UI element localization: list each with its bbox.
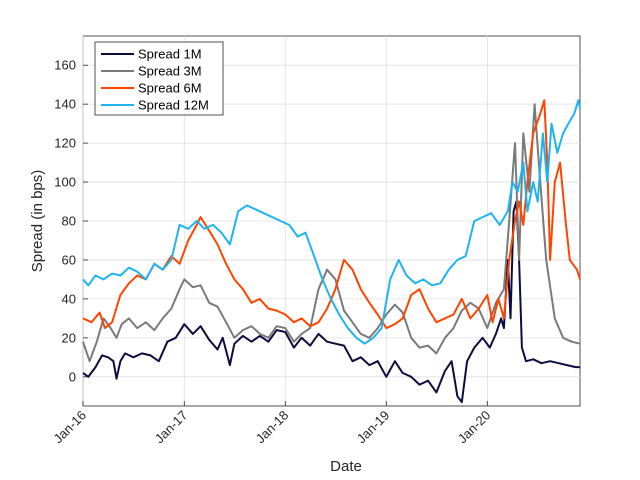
x-axis-ticks: Jan-16 Jan-17 Jan-18 Jan-19 Jan-20 — [50, 401, 493, 446]
y-tick-label: 120 — [54, 136, 76, 151]
y-axis-ticks: 0 20 40 60 80 100 120 140 160 — [54, 58, 88, 384]
x-tick-label: Jan-16 — [50, 408, 89, 447]
legend-label-spread-1m: Spread 1M — [138, 47, 202, 62]
legend: Spread 1M Spread 3M Spread 6M Spread 12M — [94, 41, 224, 116]
series-line-spread-12m — [82, 99, 581, 345]
y-axis-label: Spread (in bps) — [29, 170, 46, 273]
y-tick-label: 100 — [54, 175, 76, 190]
series-lines — [82, 99, 581, 404]
legend-label-spread-6m: Spread 6M — [138, 81, 202, 96]
x-tick-label: Jan-18 — [253, 408, 292, 447]
legend-label-spread-12m: Spread 12M — [138, 98, 209, 113]
series-line-spread-1m — [82, 200, 580, 404]
x-tick-label: Jan-20 — [455, 408, 494, 447]
y-tick-label: 60 — [62, 252, 76, 267]
y-tick-label: 80 — [62, 214, 76, 229]
y-tick-label: 0 — [69, 369, 76, 384]
x-axis-label: Date — [330, 458, 362, 475]
legend-label-spread-3m: Spread 3M — [138, 64, 202, 79]
y-tick-label: 140 — [54, 97, 76, 112]
y-tick-label: 40 — [62, 291, 76, 306]
y-tick-label: 160 — [54, 58, 76, 73]
y-tick-label: 20 — [62, 330, 76, 345]
x-tick-label: Jan-17 — [152, 408, 191, 447]
x-tick-label: Jan-19 — [354, 408, 393, 447]
